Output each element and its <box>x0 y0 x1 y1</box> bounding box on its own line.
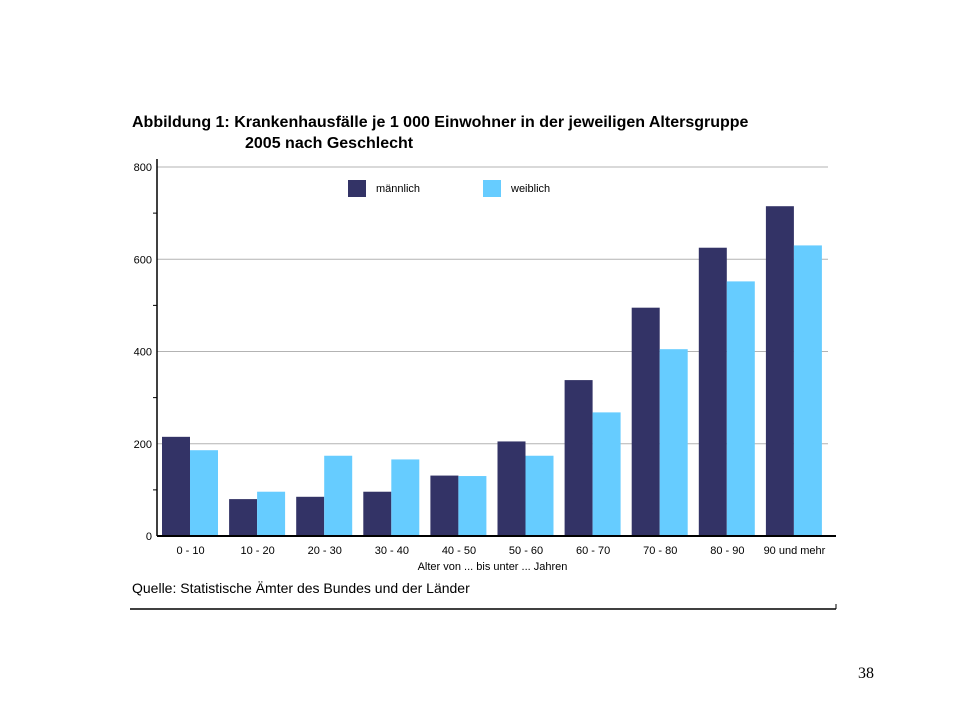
bar-weiblich-7 <box>659 349 688 536</box>
bar-männlich-5 <box>497 441 526 536</box>
bar-weiblich-4 <box>458 476 487 536</box>
bar-männlich-3 <box>363 491 392 536</box>
bar-weiblich-0 <box>190 450 218 536</box>
bar-weiblich-6 <box>592 412 621 536</box>
bar-weiblich-2 <box>324 455 353 536</box>
x-axis-title: Alter von ... bis unter ... Jahren <box>418 561 568 573</box>
y-tick-label: 0 <box>146 531 152 543</box>
y-tick-label: 800 <box>134 162 152 174</box>
legend-swatch-weiblich <box>483 180 501 197</box>
x-tick-label: 40 - 50 <box>442 545 476 557</box>
bar-männlich-2 <box>296 496 325 536</box>
x-tick-label: 80 - 90 <box>710 545 744 557</box>
bar-weiblich-1 <box>257 491 286 536</box>
bar-männlich-7 <box>631 307 660 536</box>
chart-title: Abbildung 1: Krankenhausfälle je 1 000 E… <box>132 114 749 131</box>
bar-weiblich-5 <box>525 455 554 536</box>
page-number: 38 <box>858 665 874 682</box>
x-tick-label: 10 - 20 <box>241 545 275 557</box>
bar-männlich-8 <box>698 247 727 536</box>
legend-swatch-männlich <box>348 180 366 197</box>
bar-weiblich-9 <box>793 245 822 536</box>
x-tick-label: 90 und mehr <box>764 545 826 557</box>
legend: männlich weiblich <box>348 180 550 197</box>
legend-label-männlich: männlich <box>376 183 420 195</box>
bar-männlich-9 <box>765 206 794 537</box>
x-tick-label: 0 - 10 <box>176 545 204 557</box>
bar-männlich-1 <box>229 499 258 536</box>
bar-weiblich-8 <box>726 281 755 536</box>
bar-männlich-0 <box>162 436 190 536</box>
axes: 0 200 400 600 800 0 - 10 10 - 20 20 - 30 30 - 40… <box>130 159 837 610</box>
x-tick-label: 60 - 70 <box>576 545 610 557</box>
y-tick-label: 600 <box>134 254 152 266</box>
legend-label-weiblich: weiblich <box>510 183 550 195</box>
x-tick-label: 50 - 60 <box>509 545 543 557</box>
y-tick-label: 200 <box>134 439 152 451</box>
bars <box>162 206 822 537</box>
chart-subtitle: 2005 nach Geschlecht <box>245 135 414 152</box>
bar-weiblich-3 <box>391 459 420 536</box>
x-tick-label: 70 - 80 <box>643 545 677 557</box>
source-note: Quelle: Statistische Ämter des Bundes un… <box>132 580 470 596</box>
bar-männlich-4 <box>430 475 459 536</box>
bar-männlich-6 <box>564 380 593 536</box>
y-tick-label: 400 <box>134 347 152 359</box>
x-tick-label: 30 - 40 <box>375 545 409 557</box>
x-tick-label: 20 - 30 <box>308 545 342 557</box>
